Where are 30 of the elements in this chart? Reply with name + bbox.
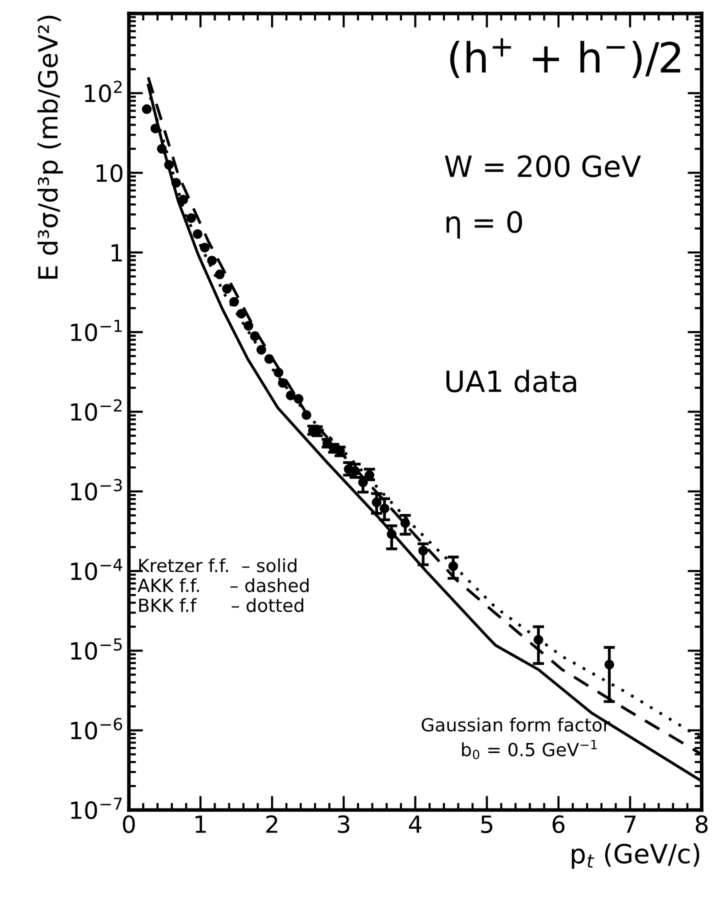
y-tick-label: 10$^{−3}$ — [71, 478, 122, 501]
x-tick-label: 2 — [266, 815, 278, 833]
y-tick-label: 10$^{2}$ — [85, 80, 122, 102]
x-tick-label: 1 — [196, 816, 206, 833]
x-tick-label: 0 — [122, 815, 135, 834]
y-tick-label: 10$^{−1}$ — [71, 320, 122, 342]
x-tick-label: 8 — [696, 815, 708, 834]
annotation: UA1 data — [446, 370, 576, 392]
x-tick-label: 6 — [552, 815, 565, 834]
y-axis-title: E d³σ/d³p (mb/GeV²) — [37, 16, 63, 279]
x-tick-label: 4 — [408, 816, 422, 833]
y-tick-label: 10$^{−6}$ — [71, 718, 122, 740]
annotation: W = 200 GeV — [444, 155, 641, 178]
y-tick-label: 10$^{−4}$ — [71, 558, 122, 580]
annotation: Kretzer f.f. – solid — [139, 558, 296, 572]
y-tick-label: 10$^{−2}$ — [71, 399, 122, 421]
x-tick-label: 5 — [481, 816, 492, 834]
x-tick-label: 3 — [338, 815, 350, 834]
x-tick-label: 7 — [624, 816, 636, 833]
y-tick-label: 10 — [96, 164, 122, 182]
annotation: η = 0 — [446, 210, 522, 239]
x-axis-title: p$_{t}$ (GeV/c) — [572, 843, 700, 869]
annotation: (h$^{+}$ + h$^{−}$)/2 — [450, 38, 680, 78]
y-tick-label: 10$^{−7}$ — [71, 798, 122, 820]
annotation: b$_{0}$ = 0.5 GeV$^{−1}$ — [462, 740, 597, 760]
y-tick-label: 1 — [112, 244, 122, 262]
y-tick-label: 10$^{−5}$ — [71, 638, 122, 660]
annotation: BKK f.f – dotted — [139, 598, 304, 612]
annotation: Gaussian form factor — [422, 718, 610, 732]
annotation: AKK f.f. – dashed — [138, 578, 309, 592]
